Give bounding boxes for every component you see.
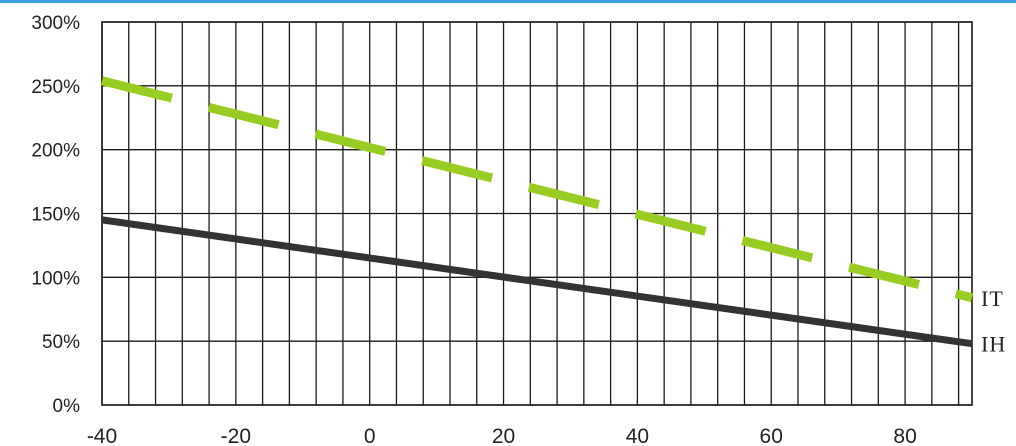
x-tick-label: 60 xyxy=(760,425,783,446)
y-tick-label: 150% xyxy=(31,205,80,226)
grid xyxy=(101,21,973,406)
series-label-ih: IH xyxy=(981,332,1006,357)
x-tick-label: -40 xyxy=(87,425,117,446)
series-layer xyxy=(100,76,974,348)
y-tick-label: 200% xyxy=(31,141,80,162)
y-tick-label: 100% xyxy=(31,268,80,289)
series-label-it: IT xyxy=(981,286,1004,311)
y-tick-label: 300% xyxy=(31,13,80,34)
x-tick-label: 0 xyxy=(364,425,376,446)
x-tick-label: 40 xyxy=(626,425,649,446)
series-line-it xyxy=(100,76,974,303)
plot-frame xyxy=(101,21,973,406)
x-tick-label: 20 xyxy=(492,425,515,446)
series-line-ih xyxy=(101,216,973,348)
y-tick-label: 0% xyxy=(53,396,81,417)
y-tick-label: 50% xyxy=(42,332,80,353)
top-accent-bar xyxy=(0,0,1016,3)
x-tick-label: 80 xyxy=(893,425,916,446)
x-tick-label: -20 xyxy=(221,425,251,446)
tick-labels: IT IH 0% 50% 100% 150% 200% 250% 300% -40 -20 0 20 40… xyxy=(31,13,1006,446)
y-tick-label: 250% xyxy=(31,77,80,98)
